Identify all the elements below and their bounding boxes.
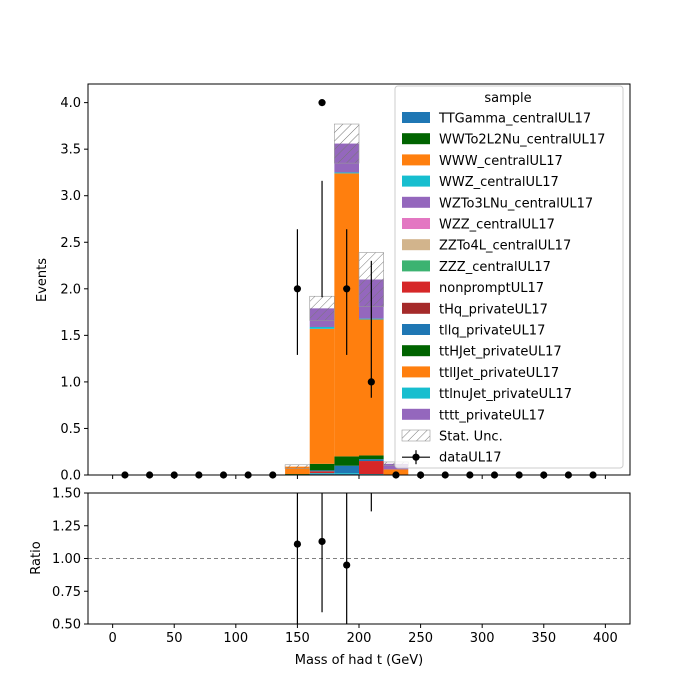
legend-label-tllq_privateUL17: tllq_privateUL17	[439, 324, 545, 339]
main-axes-frame	[87, 83, 631, 476]
data-point-10	[367, 378, 375, 386]
main-y-tick-label-2: 1.0	[60, 375, 81, 390]
ratio-y-tick-label-3: 1.25	[52, 519, 81, 534]
main-y-tick-label-3: 1.5	[60, 329, 81, 344]
ratio-y-tick-label-4: 1.50	[52, 487, 81, 502]
legend-label-WWTo2L2Nu_centralUL17: WWTo2L2Nu_centralUL17	[439, 133, 605, 148]
stat-unc-bin-9	[334, 123, 360, 164]
bar-tllq_privateUL17-bin-8	[309, 470, 335, 472]
legend-swatch-ttllJet_privateUL17	[402, 366, 430, 378]
x-tick-label-2: 100	[223, 631, 248, 646]
ratio-point-0	[293, 540, 302, 548]
stat-unc-bin-7	[284, 464, 311, 469]
ratio-y-axis-label: Ratio	[29, 541, 44, 574]
legend-label-WWZ_centralUL17: WWZ_centralUL17	[439, 175, 559, 190]
ratio-axes-frame	[87, 492, 631, 625]
legend-box	[394, 85, 624, 469]
ratio-y-tick-label-0: 0.50	[52, 618, 81, 633]
main-y-tick-label-8: 4.0	[60, 96, 81, 111]
data-point-9	[343, 285, 351, 293]
x-tick-label-3: 150	[285, 631, 310, 646]
main-panel: 0.0 0.5 1.0 1.5 2.0 2.5 3.0 3.5 4.0 Events	[35, 83, 631, 484]
x-tick-label-4: 200	[347, 631, 372, 646]
legend-swatch-tttt_privateUL17	[402, 408, 430, 420]
legend-label-WWW_centralUL17: WWW_centralUL17	[439, 154, 563, 169]
x-axis-label: Mass of had t (GeV)	[295, 653, 423, 668]
legend-label-tHq_privateUL17: tHq_privateUL17	[439, 302, 548, 317]
x-tick-label-8: 400	[593, 631, 618, 646]
ratio-point-2	[343, 561, 351, 569]
legend-label-Stat. Unc.: Stat. Unc.	[439, 430, 503, 445]
ratio-y-tick-label-1: 0.75	[52, 585, 81, 600]
ratio-y-ticks: 0.50 0.75 1.00 1.25 1.50	[52, 487, 88, 633]
legend-label-ZZTo4L_centralUL17: ZZTo4L_centralUL17	[439, 239, 571, 254]
ratio-points	[293, 493, 372, 624]
legend-swatch-nonpromptUL17	[402, 281, 430, 293]
ratio-point-1	[318, 537, 326, 546]
ratio-panel: 0.50 0.75 1.00 1.25 1.50 0 50 100 150 200 250 300 3…	[29, 487, 631, 668]
legend-swatch-tHq_privateUL17	[402, 302, 430, 314]
legend-label-WZTo3LNu_centralUL17: WZTo3LNu_centralUL17	[439, 196, 593, 211]
data-point-8	[318, 99, 326, 107]
bar-ttllJet_privateUL17-bin-7	[285, 466, 310, 475]
ratio-y-tick-label-2: 1.00	[52, 552, 81, 567]
ratio-x-ticks: 0 50 100 150 200 250 300 350 400	[108, 624, 618, 646]
legend-label-dataUL17: dataUL17	[439, 451, 502, 466]
legend-swatch-WWW_centralUL17	[402, 154, 430, 166]
legend-swatch-TTGamma_centralUL17	[402, 112, 430, 123]
bar-nonpromptUL17-bin-10	[359, 461, 384, 475]
legend-label-ttlnuJet_privateUL17: ttlnuJet_privateUL17	[439, 387, 572, 402]
main-y-tick-label-0: 0.0	[60, 469, 81, 484]
legend-swatch-stat-unc	[401, 429, 431, 442]
legend-swatch-WZZ_centralUL17	[402, 218, 430, 229]
legend-swatch-ttHJet_privateUL17	[402, 345, 430, 357]
x-tick-label-6: 300	[470, 631, 495, 646]
main-x-ticks	[112, 475, 606, 479]
stat-unc-bin-8	[309, 295, 335, 321]
x-tick-label-5: 250	[408, 631, 433, 646]
main-y-tick-label-4: 2.0	[60, 282, 81, 297]
main-y-tick-label-7: 3.5	[60, 143, 81, 158]
legend-swatch-tllq_privateUL17	[402, 324, 430, 335]
legend-swatch-ZZZ_centralUL17	[402, 260, 430, 272]
bar-ttllJet_privateUL17-bin-8	[309, 328, 335, 464]
bar-ttHJet_privateUL17-bin-9	[334, 456, 359, 466]
bar-tllq_privateUL17-bin-10	[359, 459, 384, 462]
legend-label-WZZ_centralUL17: WZZ_centralUL17	[439, 218, 555, 233]
x-tick-label-0: 0	[108, 631, 116, 646]
main-y-tick-label-6: 3.0	[60, 189, 81, 204]
legend-label-tttt_privateUL17: tttt_privateUL17	[439, 408, 545, 423]
bar-WWZ_centralUL17-bin-8	[309, 473, 335, 475]
bar-ttHJet_privateUL17-bin-8	[309, 463, 335, 471]
legend-label-TTGamma_centralUL17: TTGamma_centralUL17	[438, 112, 591, 127]
main-y-axis-label: Events	[35, 258, 50, 302]
main-y-tick-label-1: 0.5	[60, 422, 81, 437]
legend-swatch-WWZ_centralUL17	[402, 175, 430, 187]
x-tick-label-1: 50	[166, 631, 183, 646]
legend-label-ttllJet_privateUL17: ttllJet_privateUL17	[439, 366, 559, 381]
legend-title: sample	[484, 91, 531, 106]
main-y-tick-label-5: 2.5	[60, 236, 81, 251]
legend-label-ttHJet_privateUL17: ttHJet_privateUL17	[439, 345, 562, 360]
x-tick-label-7: 350	[531, 631, 556, 646]
legend-swatch-ZZTo4L_centralUL17	[402, 239, 430, 251]
bar-nonpromptUL17-bin-8	[309, 471, 335, 474]
bar-ttlnuJet_privateUL17-bin-8	[309, 326, 335, 329]
legend: sample TTGamma_centralUL17 WWTo2L2Nu_cent…	[394, 85, 624, 469]
data-point-7	[293, 285, 302, 293]
legend-data-marker	[412, 453, 420, 461]
bar-ttHJet_privateUL17-bin-10	[359, 455, 384, 460]
legend-swatch-WWTo2L2Nu_centralUL17	[402, 133, 430, 145]
legend-swatch-ttlnuJet_privateUL17	[402, 387, 430, 399]
legend-label-ZZZ_centralUL17: ZZZ_centralUL17	[439, 260, 551, 275]
legend-swatch-WZTo3LNu_centralUL17	[402, 196, 430, 208]
bar-WWZ_centralUL17-bin-9	[334, 473, 359, 475]
main-y-ticks: 0.0 0.5 1.0 1.5 2.0 2.5 3.0 3.5 4.0	[60, 96, 88, 484]
legend-label-nonpromptUL17: nonpromptUL17	[439, 281, 544, 296]
bar-ttlnuJet_privateUL17-bin-9	[334, 172, 359, 174]
bar-tllq_privateUL17-bin-9	[334, 465, 359, 474]
